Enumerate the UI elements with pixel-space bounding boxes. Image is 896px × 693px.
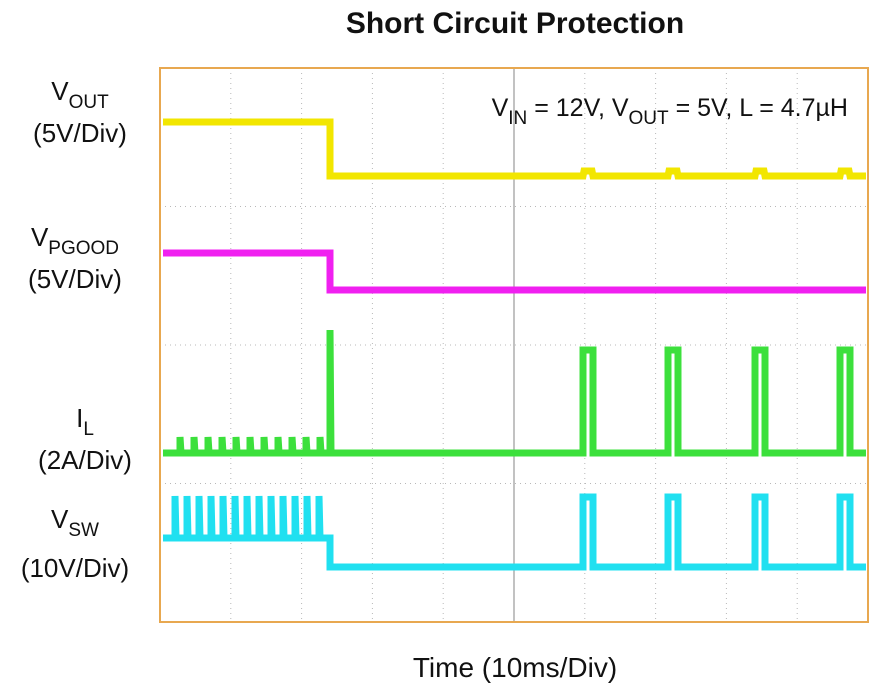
- channel-label: VSW (10V/Div): [21, 504, 129, 583]
- channel-label: VOUT (5V/Div): [33, 76, 127, 148]
- svg-text:IL: IL: [76, 403, 94, 440]
- il-trace: [163, 329, 866, 457]
- title: Short Circuit Protection: [346, 7, 684, 40]
- x-axis-label: Time (10ms/Div): [413, 652, 617, 683]
- svg-text:(10V/Div): (10V/Div): [21, 553, 129, 583]
- frame: [159, 67, 869, 623]
- svg-text:VSW: VSW: [51, 504, 99, 541]
- vout-trace: [163, 118, 866, 180]
- annotation: VIN = 12V, VOUT = 5V, L = 4.7µH: [492, 94, 848, 129]
- traces: [163, 118, 866, 571]
- svg-text:(5V/Div): (5V/Div): [33, 118, 127, 148]
- channel-label: IL (2A/Div): [38, 403, 132, 475]
- svg-text:VPGOOD: VPGOOD: [31, 222, 119, 259]
- pgood-trace: [163, 249, 866, 294]
- vsw-trace: [163, 493, 866, 571]
- grid: [160, 68, 868, 622]
- svg-text:(2A/Div): (2A/Div): [38, 445, 132, 475]
- channel-label: VPGOOD (5V/Div): [28, 222, 122, 294]
- svg-text:(5V/Div): (5V/Div): [28, 264, 122, 294]
- svg-text:VOUT: VOUT: [51, 76, 109, 113]
